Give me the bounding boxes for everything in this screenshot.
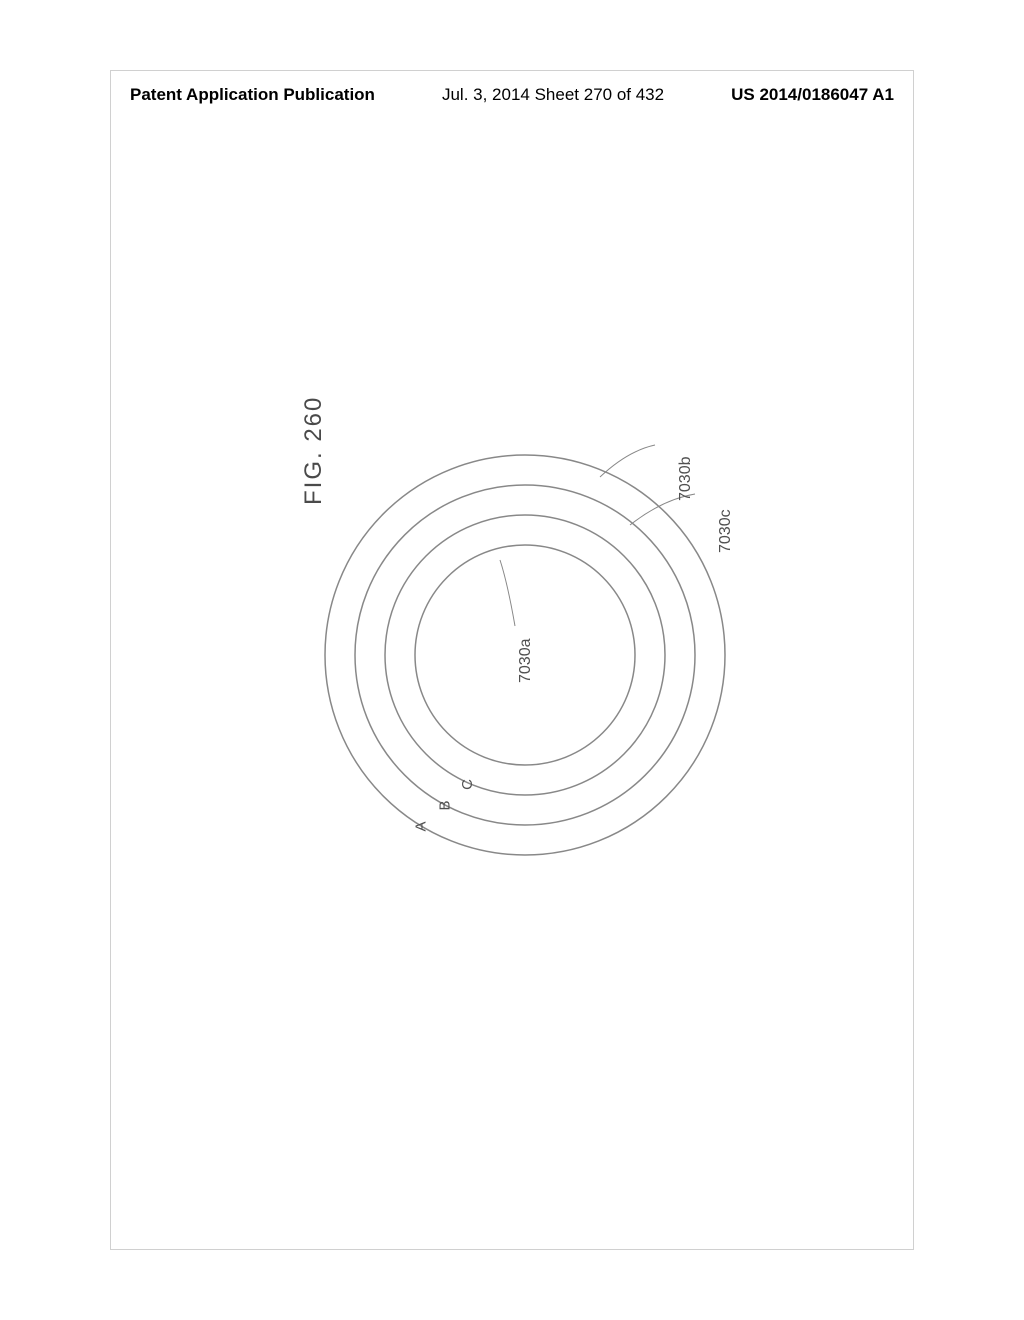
reference-7030c: 7030c <box>717 509 735 553</box>
ring-label-a: A <box>413 821 430 831</box>
header-patent-number: US 2014/0186047 A1 <box>731 85 894 105</box>
reference-7030b: 7030b <box>677 457 695 502</box>
ring-label-b: B <box>437 800 454 810</box>
header: Patent Application Publication Jul. 3, 2… <box>130 85 894 105</box>
figure-container: FIG. 260 A B C 7030a 7030b 7030c <box>260 350 760 950</box>
header-date-sheet: Jul. 3, 2014 Sheet 270 of 432 <box>442 85 664 105</box>
ring-label-c: C <box>459 779 476 790</box>
header-publication: Patent Application Publication <box>130 85 375 105</box>
concentric-circles-diagram <box>290 390 790 920</box>
reference-7030a: 7030a <box>517 639 535 684</box>
